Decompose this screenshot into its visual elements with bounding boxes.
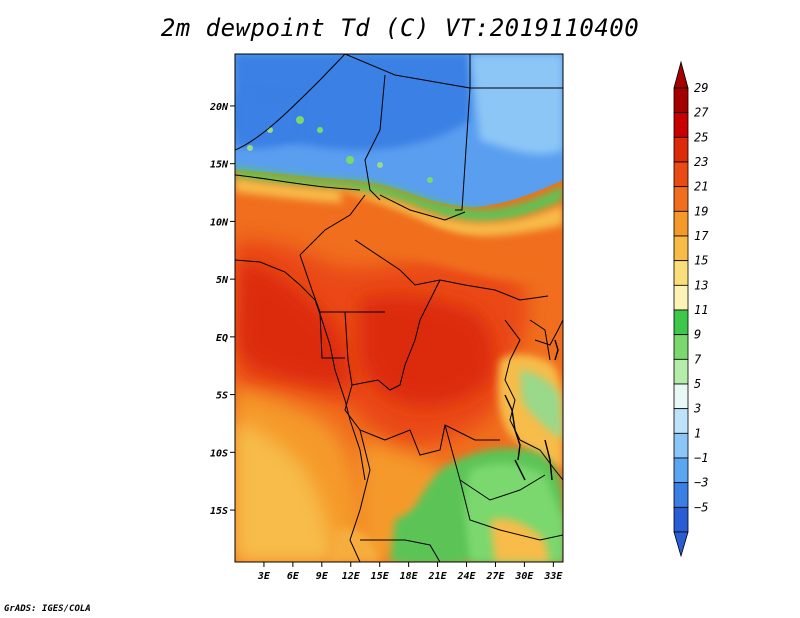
lon-tick-label: 12E [342,571,361,582]
lon-tick-label: 6E [287,571,300,582]
colorbar-label: −1 [694,451,708,465]
colorbar-label: 13 [694,278,708,292]
lat-tick-label: 5N [216,275,229,286]
colorbar-swatch [673,408,689,434]
lon-tick-label: 27E [485,571,505,582]
colorbar-label: 19 [694,204,708,218]
colorbar-swatch [673,358,689,385]
colorbar-label: 1 [694,426,701,440]
lat-tick-label: 10N [210,217,229,228]
colorbar-swatch [673,482,689,508]
colorbar-swatch [673,432,689,459]
lat-tick-label: 5S [216,391,228,402]
lat-tick-label: 10S [210,448,228,459]
lon-tick-label: 24E [456,571,476,582]
colorbar-label: 17 [694,229,709,243]
grads-credit: GrADS: IGES/COLA [4,604,91,614]
colorbar-swatch [673,112,689,138]
colorbar-swatch [673,457,689,484]
lon-tick-label: 30E [514,571,534,582]
lat-tick-label: EQ [216,333,228,344]
colorbar-label: 27 [694,106,709,120]
colorbar-label: 9 [694,328,701,342]
colorbar-swatch [673,334,689,360]
colorbar-label: 21 [694,180,708,194]
colorbar-top-arrow [673,60,689,89]
colorbar-label: 3 [693,402,701,416]
colorbar-label: −5 [694,500,708,514]
lat-tick-label: 15N [210,160,229,171]
colorbar-swatch [673,309,689,336]
colorbar-swatch [673,383,689,410]
colorbar-bottom-arrow [673,531,689,558]
colorbar-label: 25 [694,130,708,144]
colorbar-label: 29 [694,81,708,95]
colorbar-label: 15 [694,254,708,268]
lon-tick-label: 33E [543,571,563,582]
colorbar-swatch [673,284,689,311]
colorbar-swatch [673,186,689,212]
longitude-axis: 3E 6E 9E 12E 15E 18E 21E 24E 27E 30E 33E [257,562,563,582]
colorbar-swatch [673,235,689,262]
colorbar-swatch [673,87,689,114]
colorbar-swatch [673,136,689,163]
colorbar-label: 23 [694,155,708,169]
lon-tick-label: 21E [428,571,448,582]
lon-tick-label: 18E [400,571,419,582]
colorbar-swatch [673,506,689,533]
colorbar-swatch [673,161,689,188]
dewpoint-field [235,54,563,562]
colorbar-swatch [673,260,689,286]
lon-tick-label: 15E [371,571,390,582]
colorbar-label: 5 [694,377,701,391]
colorbar: 29 27 25 23 21 19 17 15 13 11 9 7 5 3 1 −1 −3 −5 [673,60,709,558]
latitude-axis: 20N 15N 10N 5N EQ 5S 10S 15S [209,102,235,517]
colorbar-label: −3 [694,476,708,490]
colorbar-swatch [673,210,689,237]
lon-tick-label: 9E [316,571,329,582]
lat-tick-label: 15S [210,506,228,517]
lat-tick-label: 20N [209,102,229,113]
map-frame [234,53,564,563]
map-title: 2m dewpoint Td (C) VT:2019110400 [160,14,640,42]
lon-tick-label: 3E [257,571,271,582]
colorbar-label: 11 [694,303,708,317]
colorbar-label: 7 [694,352,702,366]
